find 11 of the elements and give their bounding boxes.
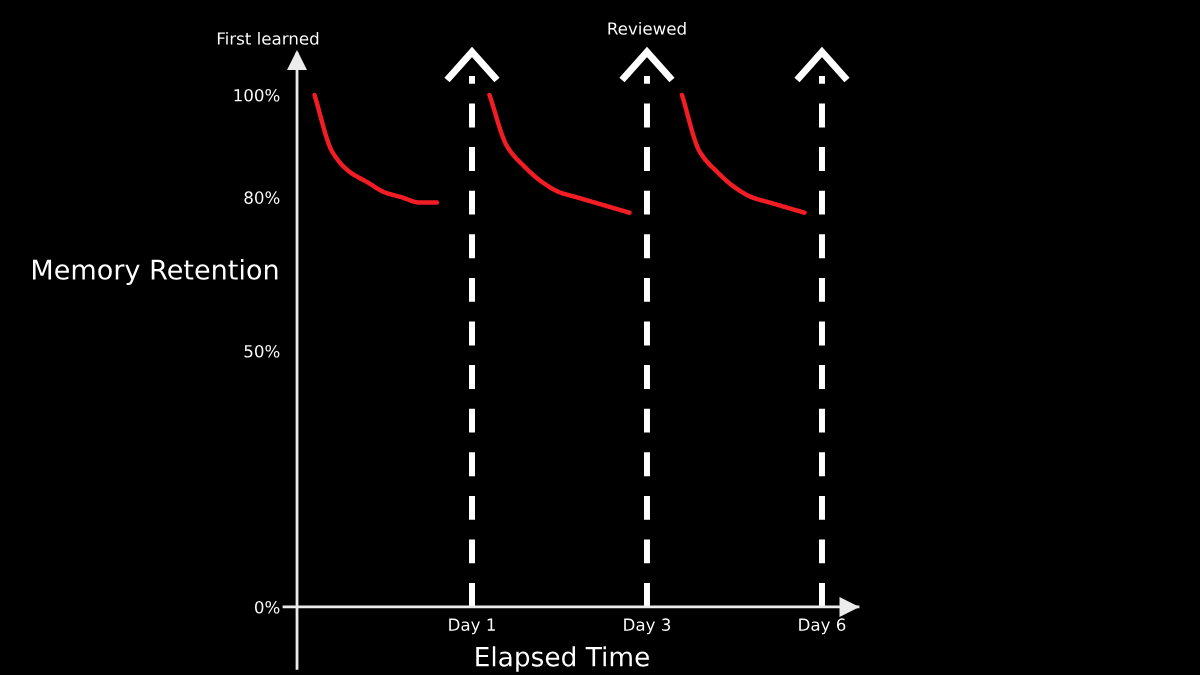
y-tick-label: 50% bbox=[244, 344, 280, 358]
x-tick-label: Day 6 bbox=[799, 618, 846, 635]
y-tick-label: 100% bbox=[234, 88, 280, 102]
y-tick-label: 80% bbox=[244, 191, 280, 204]
text: First learned bbox=[217, 31, 319, 45]
y-tick-label: 0% bbox=[255, 600, 280, 614]
x-tick-label: Day 3 bbox=[624, 618, 671, 635]
y-axis-title: Memory Retention bbox=[32, 258, 278, 286]
x-tick-label: Day 1 bbox=[449, 618, 495, 635]
ref-line-label: Reviewed bbox=[608, 21, 686, 35]
x-axis-title: Elapsed Time bbox=[476, 646, 649, 672]
